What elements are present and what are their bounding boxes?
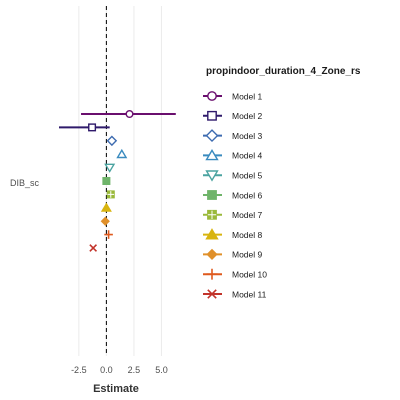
legend-item-model-8: Model 8 bbox=[203, 228, 263, 240]
data-marks bbox=[59, 109, 176, 252]
data-point-model-10 bbox=[104, 230, 113, 239]
legend-item-model-7: Model 7 bbox=[203, 209, 263, 220]
legend-item-model-11: Model 11 bbox=[203, 289, 267, 299]
data-point-model-7 bbox=[106, 190, 115, 199]
grid-lines bbox=[78, 6, 162, 356]
legend-label: Model 8 bbox=[232, 230, 263, 240]
data-point-model-4 bbox=[116, 148, 128, 159]
data-point-model-1 bbox=[81, 109, 176, 118]
data-point-model-11 bbox=[89, 244, 98, 252]
legend-label: Model 3 bbox=[232, 131, 263, 141]
legend-item-model-4: Model 4 bbox=[203, 148, 263, 161]
legend-item-model-2: Model 2 bbox=[203, 110, 263, 121]
legend-item-model-3: Model 3 bbox=[203, 129, 263, 143]
data-point-model-3 bbox=[106, 135, 118, 147]
x-tick-label: 0.0 bbox=[100, 365, 113, 375]
legend-title: propindoor_duration_4_Zone_rs bbox=[206, 66, 361, 77]
data-point-model-9 bbox=[100, 216, 110, 226]
data-point-model-8 bbox=[100, 202, 112, 212]
legend-item-model-5: Model 5 bbox=[203, 170, 263, 182]
legend-item-model-9: Model 9 bbox=[203, 248, 263, 261]
legend-item-model-10: Model 10 bbox=[203, 268, 267, 280]
legend-label: Model 7 bbox=[232, 210, 263, 220]
data-point-model-2 bbox=[59, 123, 110, 132]
x-axis-title: Estimate bbox=[93, 383, 139, 395]
legend-items: Model 1 Model 2 Model 3 Model 4 Model 5 Model… bbox=[203, 91, 267, 299]
legend-label: Model 9 bbox=[232, 250, 263, 260]
legend-label: Model 2 bbox=[232, 111, 263, 121]
data-point-model-6 bbox=[102, 176, 111, 185]
legend-label: Model 10 bbox=[232, 270, 267, 280]
y-category-label: DIB_sc bbox=[10, 178, 40, 188]
legend-label: Model 5 bbox=[232, 171, 263, 181]
data-point-model-5 bbox=[104, 163, 116, 173]
x-tick-label: 5.0 bbox=[155, 365, 168, 375]
x-tick-label: -2.5 bbox=[71, 365, 87, 375]
legend-label: Model 4 bbox=[232, 151, 263, 161]
legend: propindoor_duration_4_Zone_rs Model 1Mod… bbox=[203, 66, 361, 299]
legend-label: Model 1 bbox=[232, 91, 263, 101]
legend-label: Model 6 bbox=[232, 190, 263, 200]
legend-item-model-1: Model 1 bbox=[203, 91, 263, 101]
legend-item-model-6: Model 6 bbox=[203, 190, 263, 200]
x-tick-label: 2.5 bbox=[128, 365, 141, 375]
x-axis-ticks: -2.5 0.0 2.5 5.0 bbox=[71, 365, 168, 375]
legend-label: Model 11 bbox=[232, 289, 267, 299]
